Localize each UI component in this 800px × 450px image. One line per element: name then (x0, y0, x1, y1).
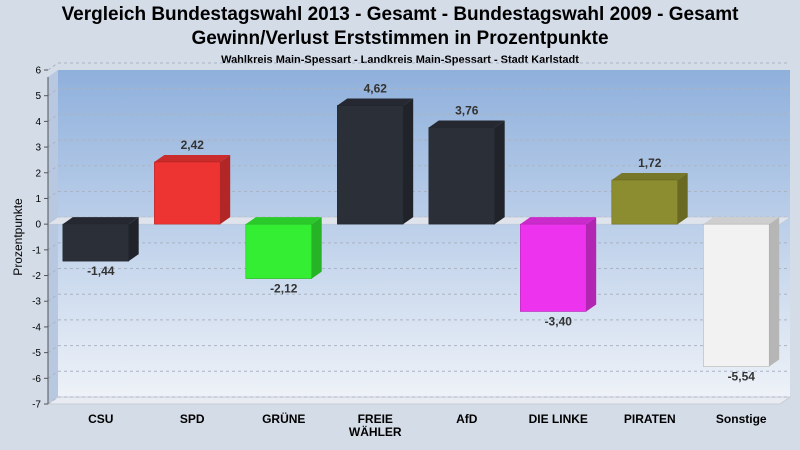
x-tick-label: CSU (88, 412, 113, 426)
bar-front (428, 127, 495, 225)
y-tick-label: -2 (32, 271, 41, 282)
bar-afd (428, 120, 505, 225)
bar-freie-wähler (337, 98, 414, 225)
data-label: 4,62 (364, 81, 388, 95)
bar-side (220, 154, 231, 225)
x-tick-label: Sonstige (716, 412, 767, 426)
bar-top (611, 172, 688, 180)
bar-top (245, 217, 322, 225)
data-label: -5,54 (728, 369, 756, 383)
gridline-side (47, 165, 59, 174)
bar-top (428, 120, 505, 128)
bar-die-linke (520, 217, 597, 312)
chart-title: Vergleich Bundestagswahl 2013 - Gesamt -… (61, 4, 739, 25)
bar-top (703, 217, 780, 225)
gridline-side (47, 113, 59, 122)
plot-side-wall (48, 70, 58, 404)
gridline-side (47, 242, 59, 251)
bar-front (703, 223, 770, 367)
y-tick-label: -1 (32, 245, 41, 256)
gridline-side (47, 88, 59, 97)
bar-front (520, 223, 587, 312)
gridline-side (47, 396, 59, 405)
y-tick-label: 1 (35, 194, 41, 205)
bar-side (677, 172, 688, 225)
y-tick-label: 3 (35, 143, 41, 154)
bar-side (128, 217, 139, 262)
y-tick-label: 0 (35, 220, 41, 231)
bar-side (494, 120, 505, 225)
bar-front (245, 223, 312, 279)
y-tick-label: 4 (35, 117, 41, 128)
gridline-side (47, 191, 59, 199)
bar-top (520, 217, 597, 225)
chart-subtitle: Gewinn/Verlust Erststimmen in Prozentpun… (191, 28, 609, 49)
plot-area (58, 70, 790, 397)
y-tick-label: -3 (32, 297, 41, 308)
x-tick-label: DIE LINKE (529, 412, 588, 426)
data-label: 3,76 (455, 104, 479, 118)
y-tick-label: 5 (35, 91, 41, 102)
bar-sonstige (703, 217, 780, 367)
bar-grüne (245, 217, 322, 279)
gridline-side (47, 268, 59, 276)
y-axis-label: Prozentpunkte (11, 198, 25, 276)
gridline-side (47, 62, 59, 71)
y-tick-label: -6 (32, 374, 41, 385)
bar-side (403, 98, 414, 225)
y-tick-label: -7 (32, 400, 41, 411)
bar-front (154, 161, 221, 225)
y-tick-label: 2 (35, 168, 41, 179)
bar-front (611, 179, 678, 225)
x-tick-label: GRÜNE (262, 411, 305, 426)
bar-side (311, 217, 322, 279)
bar-front (337, 105, 404, 225)
gridline-side (47, 293, 59, 302)
y-tick-label: -4 (32, 322, 41, 333)
x-tick-label: WÄHLER (349, 424, 402, 439)
plot-floor (46, 396, 792, 405)
bar-front (62, 223, 129, 262)
data-label: -1,44 (87, 264, 115, 278)
bar-piraten (611, 172, 688, 225)
data-label: -3,40 (545, 315, 573, 329)
y-tick-label: 6 (35, 66, 41, 77)
gridline-side (47, 345, 59, 354)
gridline-side (47, 319, 59, 328)
x-tick-label: FREIE (358, 412, 393, 426)
x-tick-label: AfD (456, 412, 478, 426)
x-tick-label: SPD (180, 412, 205, 426)
bar-side (586, 217, 597, 312)
bar-spd (154, 154, 231, 225)
bar-top (154, 154, 231, 162)
bar-top (337, 98, 414, 106)
bar-side (769, 217, 780, 367)
x-tick-label: PIRATEN (624, 412, 676, 426)
gridline-side (47, 370, 59, 379)
data-label: 2,42 (181, 138, 205, 152)
data-label: -2,12 (270, 282, 298, 296)
bar-csu (62, 217, 139, 262)
data-label: 1,72 (638, 156, 662, 170)
y-tick-label: -5 (32, 348, 41, 359)
gridline-side (47, 139, 59, 148)
bar-top (62, 217, 139, 225)
